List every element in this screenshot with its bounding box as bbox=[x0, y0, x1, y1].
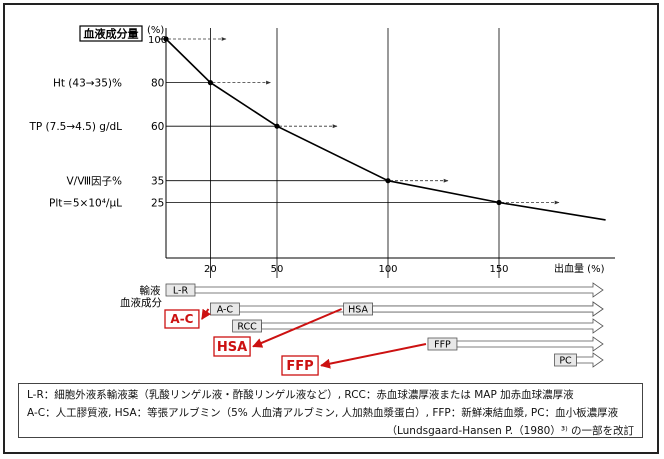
callout-label-2: FFP bbox=[286, 359, 313, 374]
components-label-1: 輸液 bbox=[140, 284, 161, 297]
y-axis-top-label: 100 bbox=[148, 35, 167, 46]
x-tick-label-150: 150 bbox=[489, 264, 508, 275]
bar-label-4: FFP bbox=[434, 340, 451, 351]
figure-frame bbox=[3, 3, 659, 454]
y-tick-label-35: 35 bbox=[151, 176, 164, 188]
data-point-2 bbox=[274, 123, 280, 129]
y-annotation-label-1: TP (7.5→4.5) g/dL bbox=[28, 121, 122, 133]
bar-label-5: PC bbox=[559, 356, 572, 367]
callout-label-1: HSA bbox=[217, 340, 247, 355]
y-annotation-label-0: Ht (43→35)% bbox=[53, 78, 122, 90]
x-tick-label-100: 100 bbox=[378, 264, 397, 275]
data-point-4 bbox=[496, 199, 502, 206]
y-annotation-label-2: Ⅴ/Ⅷ因子% bbox=[66, 176, 122, 188]
bar-arrow-2 bbox=[372, 301, 604, 317]
y-axis-title-box bbox=[79, 25, 143, 42]
components-label-2: 血液成分 bbox=[120, 296, 162, 309]
callout-label-0: A-C bbox=[170, 312, 193, 326]
callout-box-1 bbox=[213, 336, 251, 357]
y-axis-title: 血液成分量 bbox=[84, 27, 139, 41]
legend-line-1: L-R：細胞外液系輸液薬（乳酸リンゲル液・酢酸リンゲル液など）, RCC：赤血球… bbox=[27, 389, 574, 401]
x-axis-title: 出血量 (%) bbox=[554, 262, 605, 275]
y-annotation-label-3: Plt＝5×10⁴/μL bbox=[49, 198, 122, 210]
x-tick-label-50: 50 bbox=[271, 264, 284, 275]
legend-citation: （Lundsgaard-Hansen P.（1980）³⁾ の一部を改訂 bbox=[386, 425, 634, 437]
y-axis-unit: (%) bbox=[147, 25, 164, 36]
data-point-1 bbox=[207, 80, 213, 86]
bar-label-0: L-R bbox=[173, 286, 189, 297]
callout-arrow-1 bbox=[252, 308, 342, 348]
bar-arrow-5 bbox=[576, 352, 604, 368]
callout-arrow-2 bbox=[320, 343, 427, 369]
data-point-3 bbox=[385, 178, 391, 184]
bar-arrow-0 bbox=[194, 282, 604, 298]
x-tick-label-20: 20 bbox=[204, 264, 217, 275]
bar-arrow-4 bbox=[456, 336, 604, 352]
callout-box-2 bbox=[281, 355, 319, 376]
callout-box-0 bbox=[164, 309, 200, 329]
bar-label-3: RCC bbox=[237, 322, 257, 333]
callout-arrow-0 bbox=[201, 308, 212, 320]
curve-line bbox=[165, 38, 606, 221]
bar-arrow-3 bbox=[261, 318, 604, 334]
bar-label-1: A-C bbox=[217, 305, 234, 316]
data-point-0 bbox=[163, 36, 169, 42]
y-tick-label-25: 25 bbox=[151, 198, 164, 210]
bar-label-2: HSA bbox=[348, 305, 368, 316]
y-tick-label-60: 60 bbox=[151, 121, 164, 133]
y-tick-label-80: 80 bbox=[151, 78, 164, 90]
legend-box: L-R：細胞外液系輸液薬（乳酸リンゲル液・酢酸リンゲル液など）, RCC：赤血球… bbox=[18, 383, 643, 438]
legend-line-2: A-C：人工膠質液, HSA：等張アルブミン（5% 人血清アルブミン, 人加熱血… bbox=[27, 407, 619, 419]
